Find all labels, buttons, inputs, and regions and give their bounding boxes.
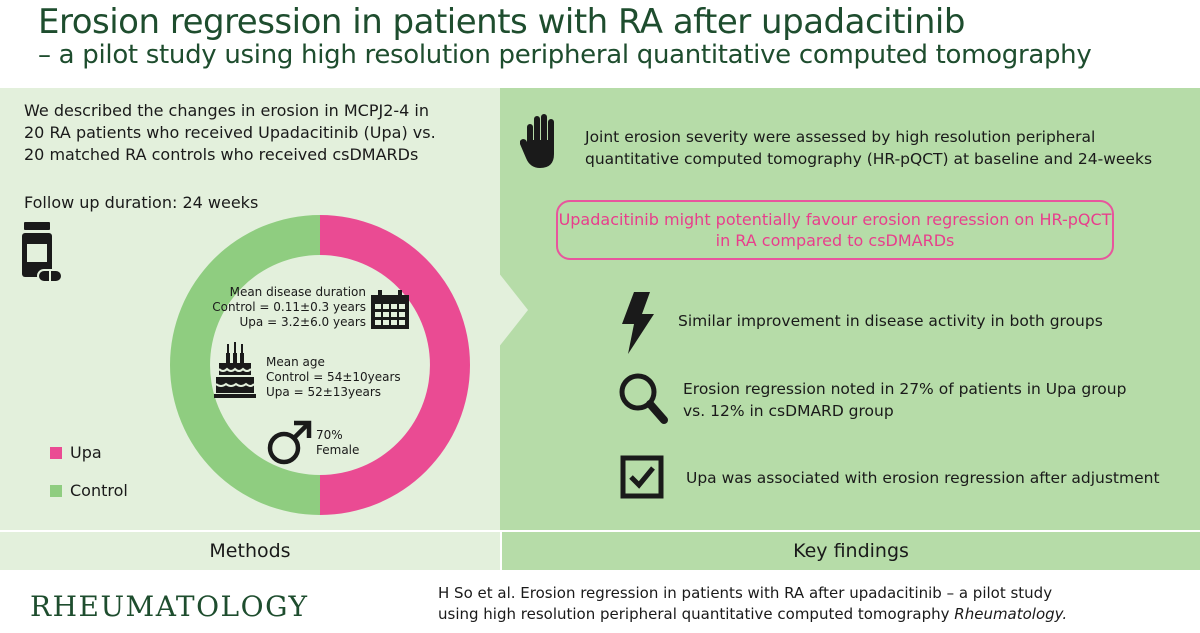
checkbox-icon (620, 455, 664, 499)
mean-age-stat: Mean age Control = 54±10years Upa = 52±1… (266, 355, 426, 400)
pill-bottle-icon (20, 222, 64, 286)
donut-control-segment (170, 215, 320, 515)
conclusion-box: Upadacitinib might potentially favour er… (556, 200, 1114, 260)
panel-arrow (498, 272, 528, 348)
erosion-regression-line: Erosion regression noted in 27% of patie… (683, 380, 1127, 398)
erosion-regression-line: vs. 12% in csDMARD group (683, 402, 894, 420)
magnifier-icon (618, 372, 668, 426)
legend-swatch-control (50, 484, 62, 497)
mean-age-upa: Upa = 52±13years (266, 385, 382, 399)
citation-line-2-text: using high resolution peripheral quantit… (438, 605, 950, 623)
journal-brand: RHEUMATOLOGY (30, 590, 309, 623)
disease-duration-title: Mean disease duration (229, 285, 366, 299)
citation: H So et al. Erosion regression in patien… (438, 583, 1067, 625)
citation-line-1: H So et al. Erosion regression in patien… (438, 584, 1053, 602)
assessment-line: Joint erosion severity were assessed by … (585, 128, 1096, 146)
citation-line-2: using high resolution peripheral quantit… (438, 604, 1067, 625)
group-donut-chart (168, 213, 472, 517)
donut-upa-segment (320, 215, 470, 515)
disease-duration-control: Control = 0.11±0.3 years (212, 300, 366, 314)
mean-age-title: Mean age (266, 355, 325, 369)
calendar-icon (370, 290, 410, 330)
methods-label: Methods (0, 530, 500, 570)
follow-up-duration: Follow up duration: 24 weeks (24, 193, 259, 212)
legend-label-upa: Upa (70, 443, 102, 462)
disease-activity-text: Similar improvement in disease activity … (678, 312, 1103, 330)
legend-label-control: Control (70, 481, 128, 500)
intro-line: 20 matched RA controls who received csDM… (24, 145, 419, 164)
adjustment-text: Upa was associated with erosion regressi… (686, 469, 1160, 487)
intro-line: 20 RA patients who received Upadacitinib… (24, 123, 436, 142)
page-subtitle: – a pilot study using high resolution pe… (38, 40, 1092, 70)
assessment-line: quantitative computed tomography (HR-pQC… (585, 150, 1153, 168)
lightning-icon (620, 292, 656, 354)
disease-duration-stat: Mean disease duration Control = 0.11±0.3… (210, 285, 366, 330)
conclusion-line: Upadacitinib might potentially favour er… (558, 210, 1112, 229)
citation-journal: Rheumatology. (954, 605, 1068, 623)
legend-swatch-upa (50, 446, 62, 459)
female-percent: 70% (316, 428, 343, 442)
page-title: Erosion regression in patients with RA a… (38, 2, 965, 42)
female-stat: 70% Female (316, 428, 396, 458)
legend-item-upa: Upa (50, 443, 102, 462)
erosion-regression-text: Erosion regression noted in 27% of patie… (683, 378, 1126, 422)
mean-age-control: Control = 54±10years (266, 370, 401, 384)
birthday-cake-icon (214, 342, 256, 398)
intro-line: We described the changes in erosion in M… (24, 101, 430, 120)
conclusion-line: in RA compared to csDMARDs (715, 231, 955, 250)
male-symbol-icon (266, 420, 312, 466)
disease-duration-upa: Upa = 3.2±6.0 years (239, 315, 367, 329)
hand-icon (520, 114, 562, 168)
legend-item-control: Control (50, 481, 128, 500)
female-label: Female (316, 443, 360, 457)
key-findings-panel (500, 88, 1200, 530)
assessment-text: Joint erosion severity were assessed by … (585, 126, 1157, 170)
key-findings-label: Key findings (500, 530, 1200, 570)
methods-intro: We described the changes in erosion in M… (24, 100, 474, 166)
